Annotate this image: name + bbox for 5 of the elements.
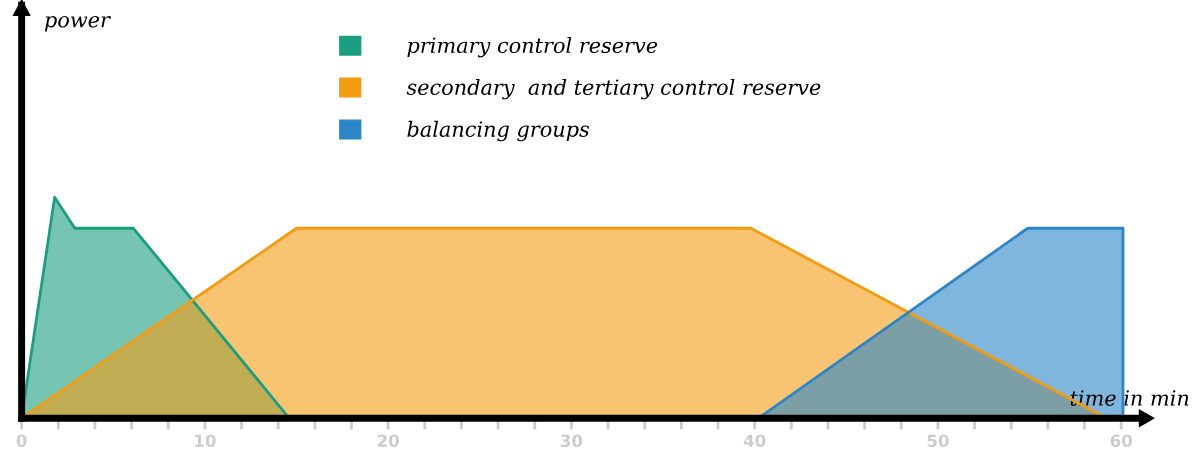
text: power (44, 16, 112, 32)
x-axis-title: time in min (1070, 390, 1189, 406)
legend-label: balancing groups (407, 120, 590, 142)
legend-label: secondary and tertiary control reserve (406, 78, 821, 100)
legend-label: primary control reserve (407, 36, 658, 58)
